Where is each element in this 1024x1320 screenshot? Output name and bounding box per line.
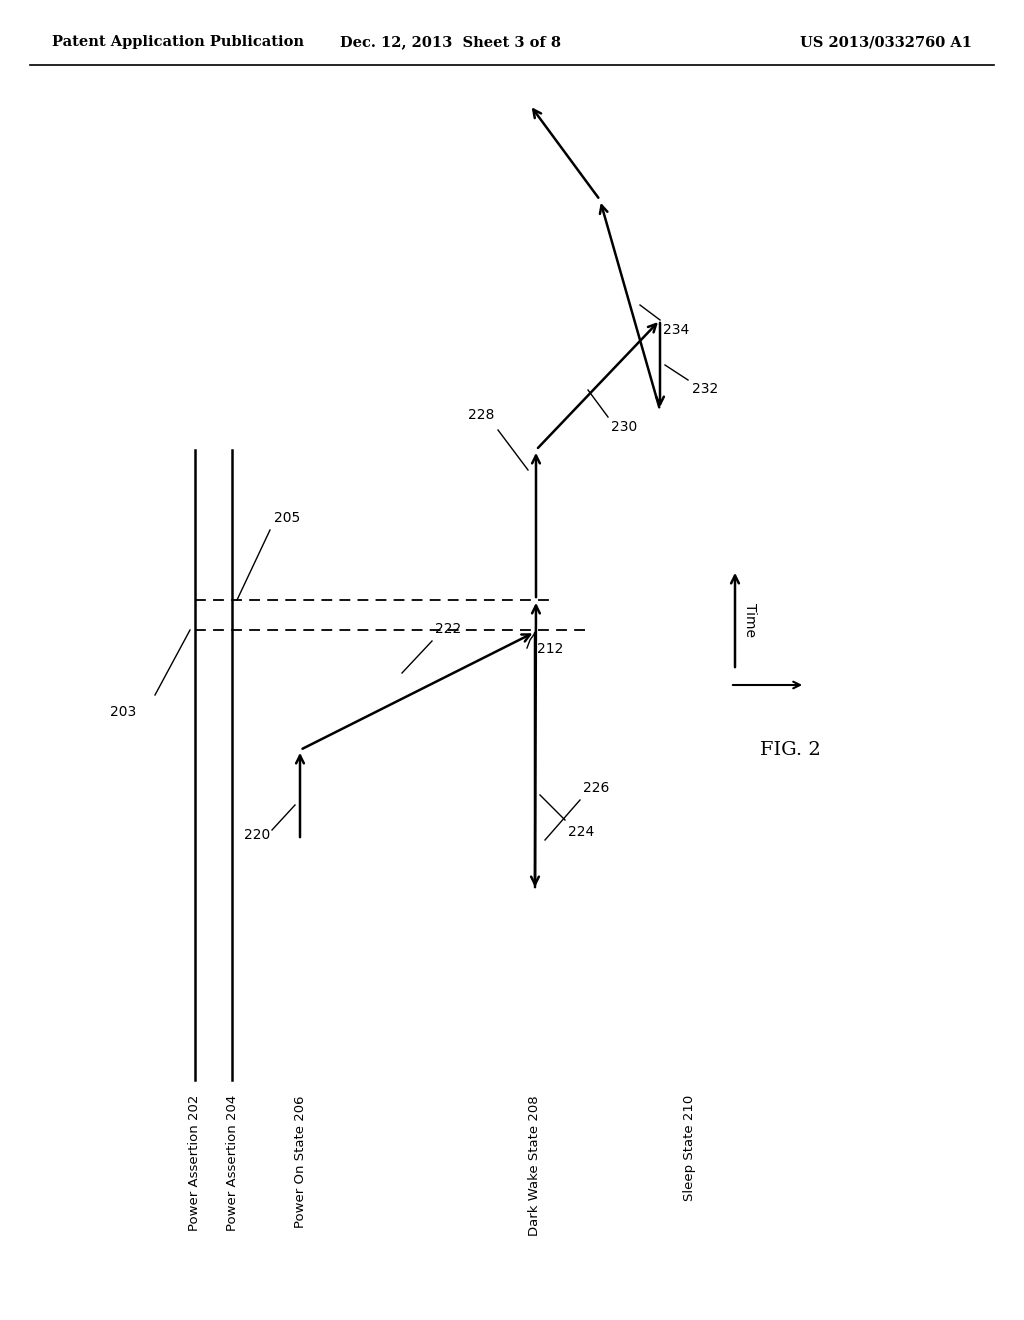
Text: 205: 205 [274, 511, 300, 525]
Text: 226: 226 [583, 781, 609, 795]
Text: 212: 212 [537, 642, 563, 656]
Text: 230: 230 [611, 420, 637, 434]
Text: Power On State 206: Power On State 206 [294, 1096, 306, 1228]
Text: Power Assertion 202: Power Assertion 202 [188, 1096, 202, 1232]
Text: Patent Application Publication: Patent Application Publication [52, 36, 304, 49]
Text: 228: 228 [468, 408, 494, 422]
Text: Time: Time [743, 603, 757, 638]
Text: 232: 232 [692, 381, 718, 396]
Text: 222: 222 [435, 622, 461, 636]
Text: Dark Wake State 208: Dark Wake State 208 [528, 1096, 542, 1236]
Text: Sleep State 210: Sleep State 210 [683, 1096, 696, 1201]
Text: FIG. 2: FIG. 2 [760, 741, 821, 759]
Text: US 2013/0332760 A1: US 2013/0332760 A1 [800, 36, 972, 49]
Text: 234: 234 [663, 323, 689, 337]
Text: 224: 224 [568, 825, 594, 840]
Text: Power Assertion 204: Power Assertion 204 [225, 1096, 239, 1232]
Text: 203: 203 [110, 705, 136, 719]
Text: Dec. 12, 2013  Sheet 3 of 8: Dec. 12, 2013 Sheet 3 of 8 [340, 36, 560, 49]
Text: 220: 220 [244, 828, 270, 842]
